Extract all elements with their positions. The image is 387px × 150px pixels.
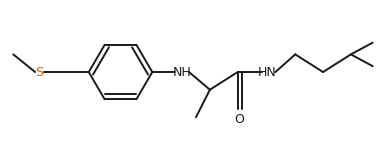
Text: S: S [35, 66, 43, 79]
Text: NH: NH [173, 66, 192, 79]
Text: O: O [235, 113, 245, 126]
Text: HN: HN [258, 66, 277, 79]
